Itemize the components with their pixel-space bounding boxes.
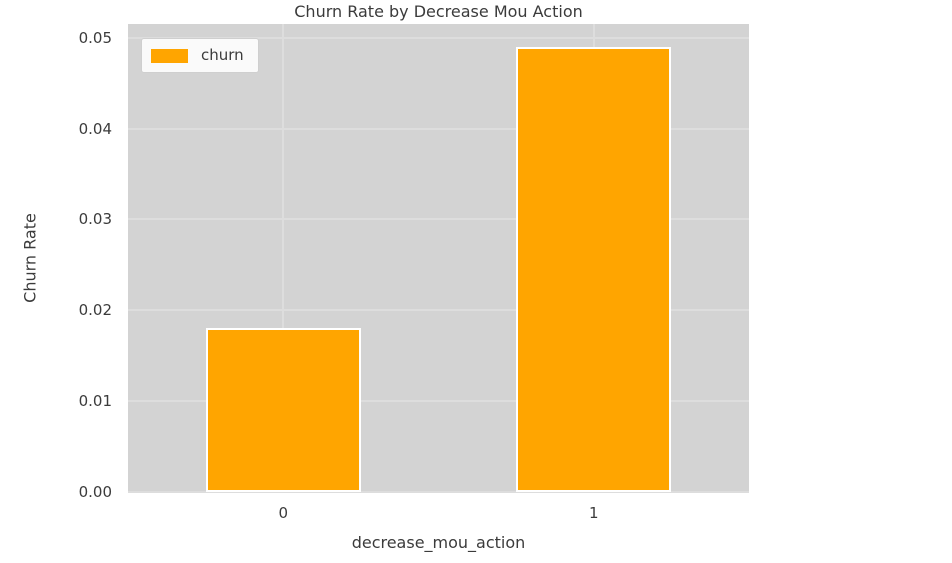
x-tick-label-0: 0 (278, 504, 289, 522)
y-tick-label-0.04: 0.04 (78, 119, 112, 138)
y-gridline-0.04 (128, 127, 749, 130)
y-gridline-0.02 (128, 309, 749, 312)
bar-1 (516, 46, 672, 492)
y-gridline-0.03 (128, 218, 749, 221)
x-tick-label-1: 1 (588, 504, 599, 522)
x-gridline-0 (282, 24, 285, 492)
y-gridline-0.00 (128, 491, 749, 493)
x-axis-label: decrease_mou_action (351, 533, 526, 552)
legend-label-churn: churn (201, 46, 244, 64)
y-tick-label-0.03: 0.03 (78, 210, 112, 229)
y-tick-label-0.01: 0.01 (78, 392, 112, 411)
legend: churn (141, 38, 259, 73)
y-gridline-0.05 (128, 36, 749, 39)
bar-0 (205, 328, 361, 492)
y-tick-label-0.02: 0.02 (78, 301, 112, 320)
chart-title: Churn Rate by Decrease Mou Action (294, 2, 583, 21)
y-tick-label-0.05: 0.05 (78, 28, 112, 47)
y-tick-label-0.00: 0.00 (78, 483, 112, 501)
y-gridline-0.01 (128, 400, 749, 403)
plot-area: churn (128, 24, 749, 493)
legend-swatch-churn (151, 48, 188, 63)
